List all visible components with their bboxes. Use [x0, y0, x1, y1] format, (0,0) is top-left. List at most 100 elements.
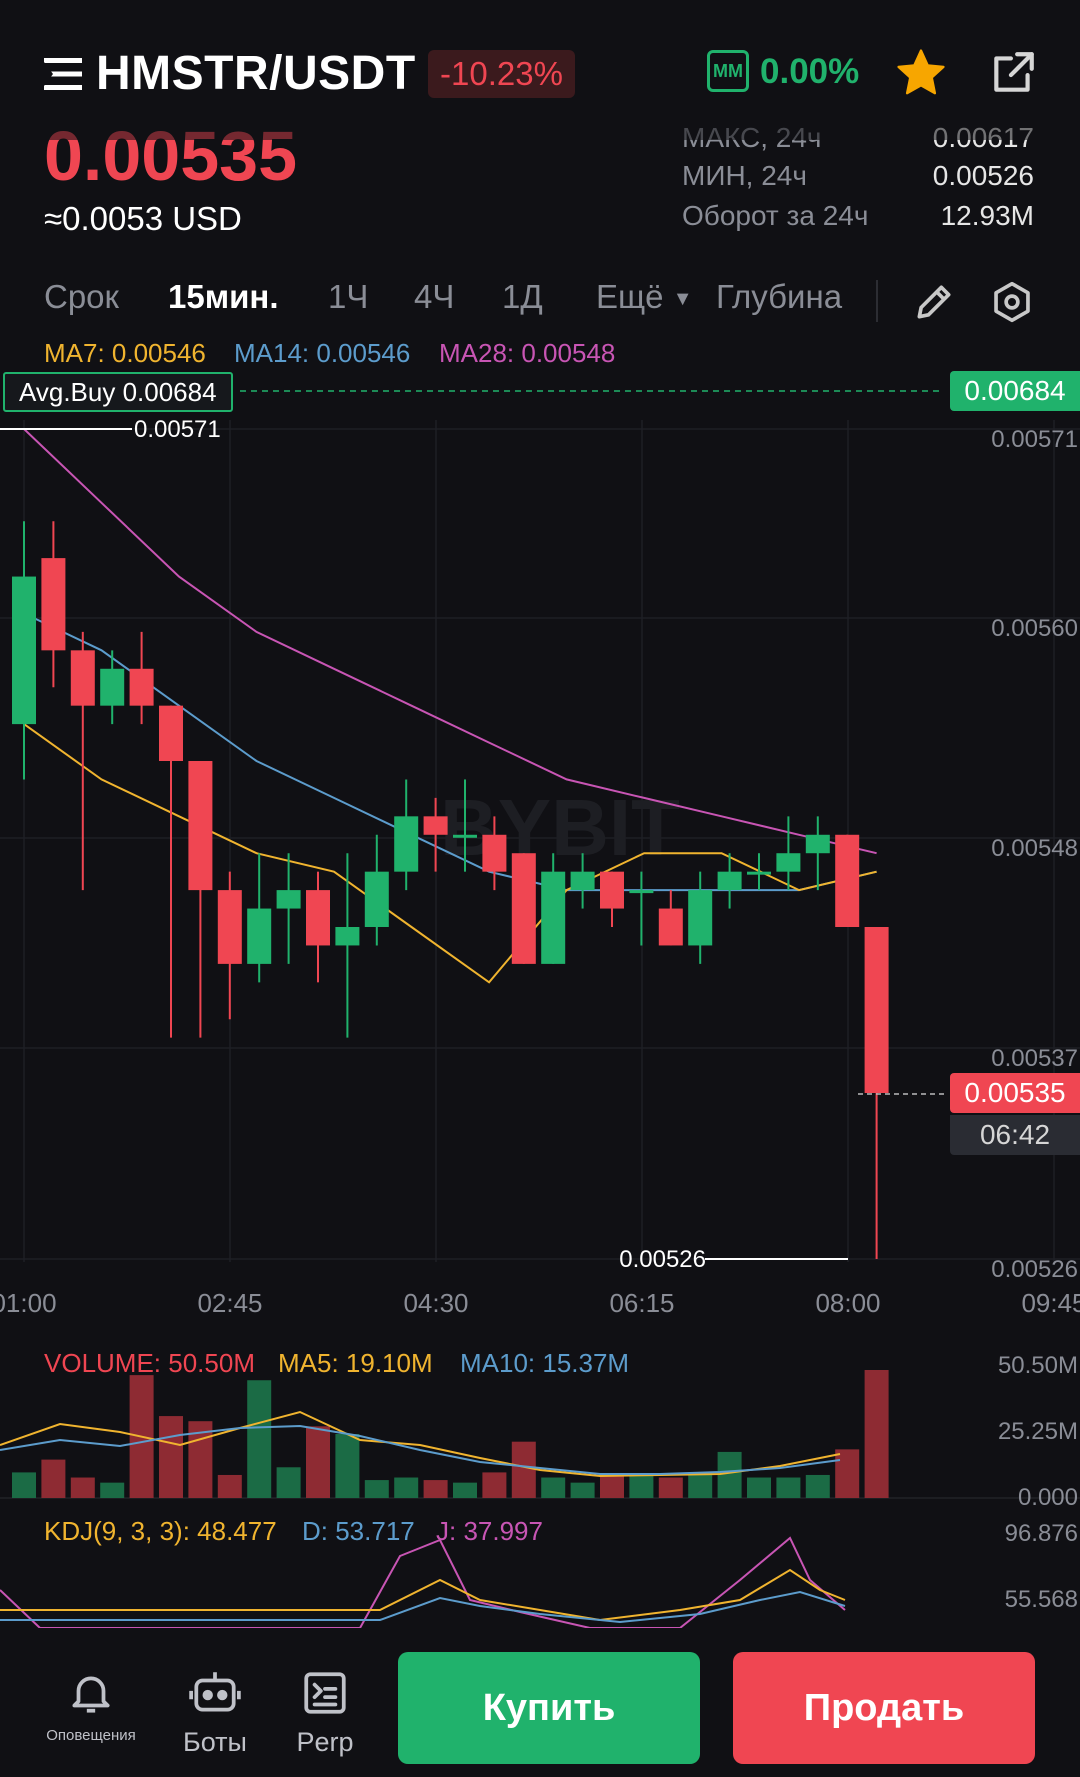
ma7-legend: MA7: 0.00546: [44, 338, 206, 368]
volume-bar: [335, 1434, 360, 1498]
candle-body: [276, 890, 301, 909]
candle-body: [776, 853, 801, 872]
candle: [864, 927, 889, 1259]
candle-body: [658, 908, 683, 946]
candle: [805, 816, 830, 891]
candle: [364, 834, 389, 946]
candle: [717, 853, 742, 909]
tab-15min[interactable]: 15мин.: [168, 278, 279, 315]
volume-bar: [12, 1472, 36, 1498]
candle: [70, 631, 95, 891]
y-tick-label: 0.00526: [991, 1256, 1078, 1283]
candle: [100, 650, 125, 725]
nav-bots[interactable]: Боты: [170, 1668, 260, 1758]
tab-1h[interactable]: 1Ч: [328, 278, 369, 315]
volume-bar: [247, 1380, 272, 1498]
y-tick-label: 0.00537: [991, 1045, 1078, 1072]
share-icon[interactable]: [988, 48, 1038, 98]
y-tick-label: 0.00548: [991, 835, 1078, 862]
mm-value: 0.00%: [760, 52, 860, 91]
volume-bar: [776, 1477, 801, 1498]
candle-body: [511, 853, 536, 964]
volume-bar: [453, 1482, 477, 1498]
candle-body: [600, 871, 624, 909]
volume-ma10-legend: MA10: 15.37M: [460, 1348, 630, 1378]
pair-title[interactable]: HMSTR/USDT: [96, 47, 416, 100]
pencil-icon[interactable]: [912, 280, 956, 324]
volume-bar: [600, 1474, 624, 1498]
menu-icon[interactable]: [44, 56, 84, 92]
candle: [600, 871, 624, 927]
nav-perp[interactable]: Perp: [280, 1668, 370, 1758]
stats-fade: [0, 114, 1080, 140]
nav-perp-label: Perp: [296, 1727, 354, 1757]
volume-ma5-line: [0, 1410, 841, 1478]
candle-body: [805, 834, 830, 854]
candle: [658, 890, 683, 946]
volume-tick-top: 50.50M: [997, 1352, 1078, 1379]
settings-icon[interactable]: [990, 280, 1034, 324]
candle-countdown: 06:42: [950, 1115, 1080, 1155]
x-tick-label: 01:00: [0, 1288, 57, 1318]
candle-body: [306, 890, 330, 946]
candlestick-chart[interactable]: BYBIT 0.00571 0.00560 0.00548 0.00537 0.0052…: [0, 380, 1080, 1628]
tab-depth[interactable]: Глубина: [716, 278, 843, 315]
candle-body: [12, 576, 36, 725]
sell-button[interactable]: Продать: [733, 1652, 1035, 1764]
candle: [12, 521, 36, 780]
volume-bar: [41, 1459, 66, 1498]
candle-body: [541, 871, 566, 964]
volume-bar: [747, 1477, 771, 1498]
kdj-k-line: [0, 1568, 846, 1622]
tab-1d[interactable]: 1Д: [502, 278, 543, 315]
candle-body: [159, 705, 183, 761]
avg-buy-tag: Avg.Buy 0.00684: [3, 372, 233, 412]
kdj-legend: KDJ(9, 3, 3): 48.477: [44, 1516, 277, 1546]
candle: [453, 779, 477, 872]
candle-body: [129, 668, 154, 706]
candle: [747, 853, 771, 891]
candle: [188, 761, 213, 1038]
volume-bar: [217, 1474, 242, 1498]
x-tick-label: 02:45: [197, 1288, 262, 1318]
candle: [129, 631, 154, 725]
volume-bar: [805, 1474, 830, 1498]
volume-bar: [511, 1441, 536, 1498]
nav-alerts[interactable]: Оповещения: [40, 1668, 142, 1744]
ma14-legend: MA14: 0.00546: [234, 338, 411, 368]
ma7-line: [23, 723, 877, 984]
tab-4h[interactable]: 4Ч: [414, 278, 455, 315]
candle-body: [217, 890, 242, 964]
chart-watermark: BYBIT: [440, 783, 680, 872]
volume-bar: [394, 1477, 419, 1498]
candle-body: [835, 834, 860, 927]
buy-button[interactable]: Купить: [398, 1652, 700, 1764]
volume-ma10-line: [0, 1424, 841, 1475]
candle: [835, 834, 860, 927]
volume-bar: [570, 1482, 595, 1498]
candle: [335, 853, 360, 1038]
candle-body: [335, 927, 360, 946]
candle-body: [70, 650, 95, 706]
current-price-tag: 0.00535: [950, 1073, 1080, 1113]
candle-body: [188, 761, 213, 891]
caret-down-icon: ▼: [672, 287, 693, 310]
volume-bar: [276, 1467, 301, 1498]
avg-buy-price-tag: 0.00684: [950, 371, 1080, 411]
change-badge: -10.23%: [428, 50, 575, 98]
tab-more-label: Ещё: [596, 278, 664, 315]
robot-icon: [189, 1672, 241, 1712]
tab-term[interactable]: Срок: [44, 278, 119, 315]
candle: [159, 705, 183, 1038]
x-tick-label: 09:45: [1021, 1288, 1080, 1318]
volume-bar: [629, 1474, 654, 1498]
candle-body: [629, 890, 654, 894]
stat-low-label: МИН, 24ч: [682, 160, 807, 191]
star-icon[interactable]: [894, 46, 948, 100]
volume-bar: [159, 1416, 183, 1498]
mm-badge[interactable]: MM: [707, 50, 749, 92]
volume-tick-zero: 0.000: [1017, 1484, 1078, 1511]
usd-price: ≈0.0053 USD: [44, 200, 242, 237]
tab-more[interactable]: Ещё ▼: [596, 278, 692, 316]
kdj-tick-top: 96.876: [1004, 1520, 1078, 1547]
